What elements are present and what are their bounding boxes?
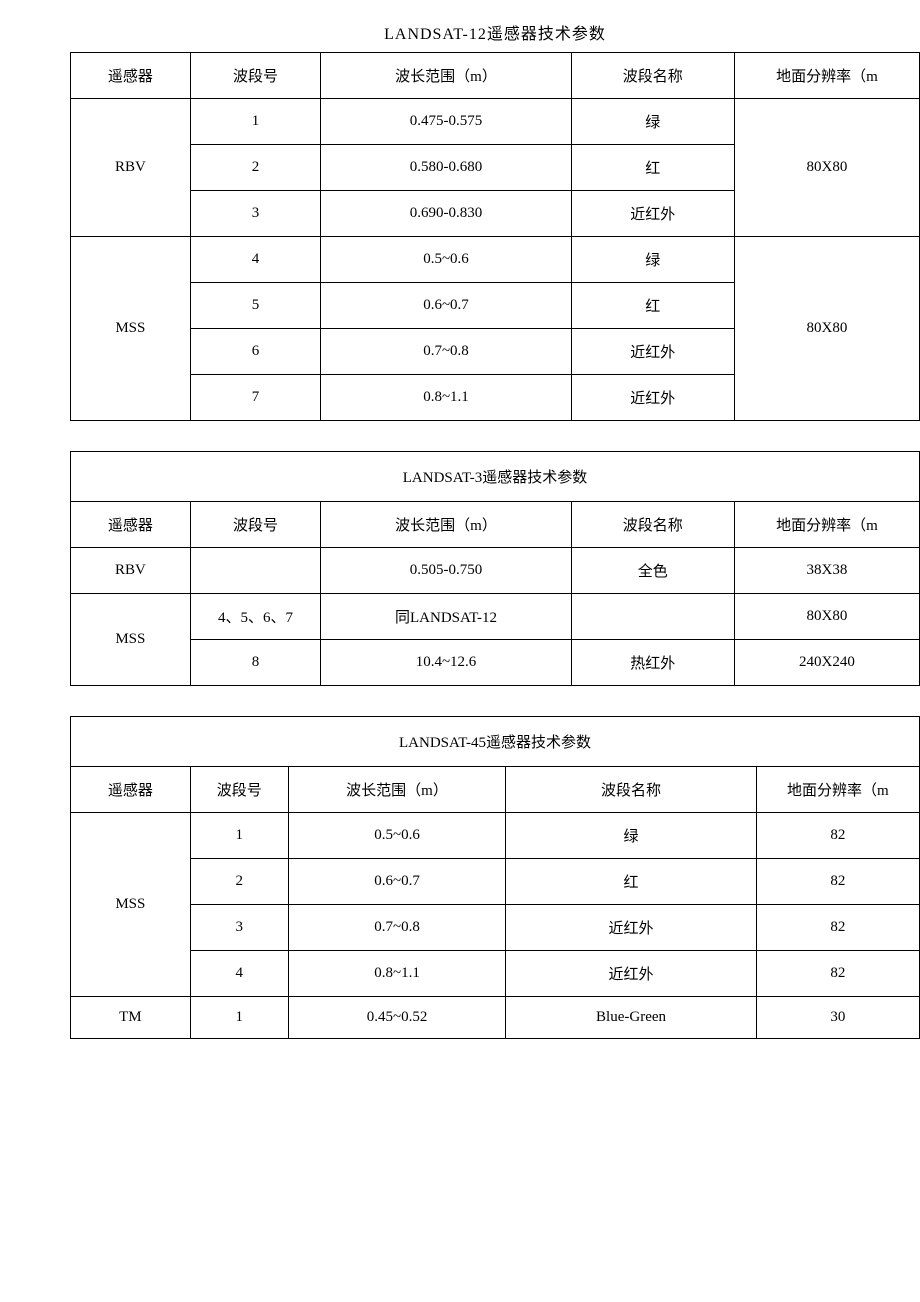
table-row: MSS 1 0.5~0.6 绿 82 xyxy=(71,813,920,859)
col-header: 波段名称 xyxy=(506,767,756,813)
name-cell: 绿 xyxy=(571,237,734,283)
col-header: 波段号 xyxy=(190,767,288,813)
res-cell: 80X80 xyxy=(734,99,919,237)
sensor-cell: RBV xyxy=(71,99,191,237)
table-row: RBV 1 0.475-0.575 绿 80X80 xyxy=(71,99,920,145)
range-cell: 0.8~1.1 xyxy=(288,951,506,997)
band-cell: 2 xyxy=(190,859,288,905)
band-cell: 6 xyxy=(190,329,321,375)
range-cell: 0.5~0.6 xyxy=(321,237,571,283)
sensor-cell: MSS xyxy=(71,813,191,997)
res-cell: 38X38 xyxy=(734,548,919,594)
col-header: 地面分辨率（m xyxy=(734,502,919,548)
col-header: 波长范围（m） xyxy=(321,53,571,99)
range-cell: 0.7~0.8 xyxy=(288,905,506,951)
res-cell: 82 xyxy=(756,905,919,951)
range-cell: 0.45~0.52 xyxy=(288,997,506,1039)
band-cell: 1 xyxy=(190,99,321,145)
table3: LANDSAT-45遥感器技术参数 遥感器 波段号 波长范围（m） 波段名称 地… xyxy=(70,716,920,1039)
col-header: 遥感器 xyxy=(71,767,191,813)
band-cell: 2 xyxy=(190,145,321,191)
name-cell: 红 xyxy=(506,859,756,905)
range-cell: 0.6~0.7 xyxy=(288,859,506,905)
res-cell: 82 xyxy=(756,859,919,905)
range-cell: 0.475-0.575 xyxy=(321,99,571,145)
col-header: 波段名称 xyxy=(571,502,734,548)
name-cell: 绿 xyxy=(571,99,734,145)
table2-title: LANDSAT-3遥感器技术参数 xyxy=(71,452,920,502)
range-cell: 同LANDSAT-12 xyxy=(321,594,571,640)
table-header-row: 遥感器 波段号 波长范围（m） 波段名称 地面分辨率（m xyxy=(71,502,920,548)
band-cell: 3 xyxy=(190,191,321,237)
range-cell: 0.6~0.7 xyxy=(321,283,571,329)
name-cell: 红 xyxy=(571,145,734,191)
table-row: MSS 4 0.5~0.6 绿 80X80 xyxy=(71,237,920,283)
name-cell: 红 xyxy=(571,283,734,329)
band-cell: 3 xyxy=(190,905,288,951)
table-row: 4 0.8~1.1 近红外 82 xyxy=(71,951,920,997)
name-cell: 全色 xyxy=(571,548,734,594)
res-cell: 240X240 xyxy=(734,640,919,686)
res-cell: 80X80 xyxy=(734,237,919,421)
table-header-row: 遥感器 波段号 波长范围（m） 波段名称 地面分辨率（m xyxy=(71,53,920,99)
table-row: RBV 0.505-0.750 全色 38X38 xyxy=(71,548,920,594)
range-cell: 0.690-0.830 xyxy=(321,191,571,237)
col-header: 波段号 xyxy=(190,502,321,548)
res-cell: 82 xyxy=(756,951,919,997)
name-cell: 近红外 xyxy=(571,375,734,421)
name-cell: 近红外 xyxy=(571,329,734,375)
name-cell: 近红外 xyxy=(506,951,756,997)
name-cell: 近红外 xyxy=(571,191,734,237)
name-cell xyxy=(571,594,734,640)
band-cell: 4 xyxy=(190,951,288,997)
table-row: TM 1 0.45~0.52 Blue-Green 30 xyxy=(71,997,920,1039)
col-header: 波段号 xyxy=(190,53,321,99)
table-row: 2 0.6~0.7 红 82 xyxy=(71,859,920,905)
col-header: 波长范围（m） xyxy=(321,502,571,548)
sensor-cell: MSS xyxy=(71,594,191,686)
col-header: 地面分辨率（m xyxy=(734,53,919,99)
band-cell xyxy=(190,548,321,594)
table-header-row: 遥感器 波段号 波长范围（m） 波段名称 地面分辨率（m xyxy=(71,767,920,813)
range-cell: 0.7~0.8 xyxy=(321,329,571,375)
band-cell: 5 xyxy=(190,283,321,329)
name-cell: Blue-Green xyxy=(506,997,756,1039)
table1: 遥感器 波段号 波长范围（m） 波段名称 地面分辨率（m RBV 1 0.475… xyxy=(70,52,920,421)
band-cell: 4 xyxy=(190,237,321,283)
band-cell: 1 xyxy=(190,997,288,1039)
sensor-cell: MSS xyxy=(71,237,191,421)
table2-title-row: LANDSAT-3遥感器技术参数 xyxy=(71,452,920,502)
range-cell: 0.8~1.1 xyxy=(321,375,571,421)
table1-title: LANDSAT-12遥感器技术参数 xyxy=(70,20,920,44)
name-cell: 绿 xyxy=(506,813,756,859)
band-cell: 1 xyxy=(190,813,288,859)
table2: LANDSAT-3遥感器技术参数 遥感器 波段号 波长范围（m） 波段名称 地面… xyxy=(70,451,920,686)
band-cell: 7 xyxy=(190,375,321,421)
range-cell: 0.580-0.680 xyxy=(321,145,571,191)
col-header: 遥感器 xyxy=(71,53,191,99)
col-header: 遥感器 xyxy=(71,502,191,548)
band-cell: 4、5、6、7 xyxy=(190,594,321,640)
table-row: 8 10.4~12.6 热红外 240X240 xyxy=(71,640,920,686)
sensor-cell: RBV xyxy=(71,548,191,594)
sensor-cell: TM xyxy=(71,997,191,1039)
name-cell: 热红外 xyxy=(571,640,734,686)
range-cell: 10.4~12.6 xyxy=(321,640,571,686)
table-row: MSS 4、5、6、7 同LANDSAT-12 80X80 xyxy=(71,594,920,640)
range-cell: 0.5~0.6 xyxy=(288,813,506,859)
col-header: 波长范围（m） xyxy=(288,767,506,813)
range-cell: 0.505-0.750 xyxy=(321,548,571,594)
col-header: 地面分辨率（m xyxy=(756,767,919,813)
name-cell: 近红外 xyxy=(506,905,756,951)
res-cell: 30 xyxy=(756,997,919,1039)
table3-title: LANDSAT-45遥感器技术参数 xyxy=(71,717,920,767)
table3-title-row: LANDSAT-45遥感器技术参数 xyxy=(71,717,920,767)
res-cell: 82 xyxy=(756,813,919,859)
res-cell: 80X80 xyxy=(734,594,919,640)
col-header: 波段名称 xyxy=(571,53,734,99)
table-row: 3 0.7~0.8 近红外 82 xyxy=(71,905,920,951)
band-cell: 8 xyxy=(190,640,321,686)
